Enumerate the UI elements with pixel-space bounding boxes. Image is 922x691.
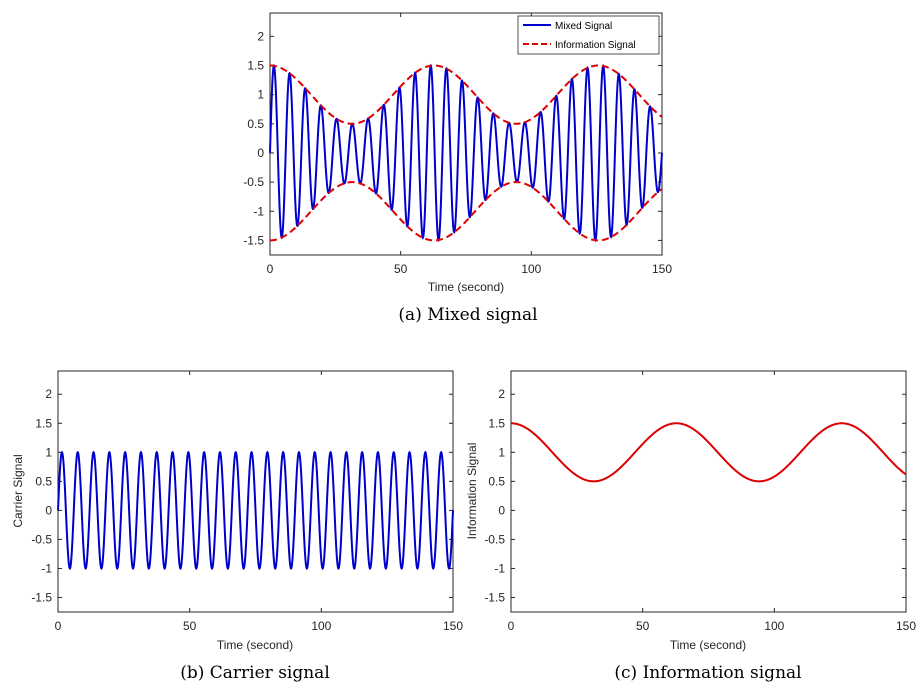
y-tick-label: -1.5 <box>484 590 505 604</box>
y-tick-label: 1.5 <box>247 58 264 72</box>
x-tick-label: 100 <box>764 619 784 633</box>
x-tick-label: 150 <box>652 262 672 276</box>
ticks-b: 0 50 100 150 -1.5 -1 -0.5 0 0.5 1 1.5 2 <box>31 371 463 633</box>
ticks-a: 0 50 100 150 -1.5 -1 -0.5 0 0.5 1 1.5 2 <box>243 13 672 276</box>
ticks-c: 0 50 100 150 -1.5 -1 -0.5 0 0.5 1 1.5 2 <box>484 371 916 633</box>
y-tick-label: 0.5 <box>35 474 52 488</box>
caption-a: (a) Mixed signal <box>398 305 537 325</box>
y-tick-label: -0.5 <box>31 532 52 546</box>
y-tick-label: 2 <box>498 387 505 401</box>
legend: Mixed Signal Information Signal <box>517 15 660 55</box>
y-tick-label: -0.5 <box>243 175 264 189</box>
information-envelope-upper <box>270 64 663 125</box>
plot-area-c <box>510 370 907 613</box>
x-axis-label-c: Time (second) <box>670 638 746 652</box>
y-tick-label: 1 <box>257 88 264 102</box>
y-tick-label: -1 <box>494 561 505 575</box>
panel-mixed-signal: 0 50 100 150 -1.5 -1 -0.5 0 0.5 1 1.5 2 Mixed Signa… <box>243 12 672 325</box>
x-tick-label: 50 <box>394 262 408 276</box>
information-signal-line <box>511 422 907 483</box>
y-tick-label: 1.5 <box>488 416 505 430</box>
y-tick-label: 2 <box>257 29 264 43</box>
information-envelope-lower <box>270 181 663 242</box>
x-tick-label: 100 <box>311 619 331 633</box>
x-tick-label: 0 <box>55 619 62 633</box>
mixed-signal-line <box>269 63 663 243</box>
caption-c: (c) Information signal <box>614 663 801 683</box>
y-tick-label: 0 <box>498 503 505 517</box>
legend-label-information: Information Signal <box>555 40 636 51</box>
y-tick-label: -1 <box>41 561 52 575</box>
y-tick-label: 0 <box>257 146 264 160</box>
x-tick-label: 100 <box>521 262 541 276</box>
y-axis-label-b: Carrier Signal <box>11 454 25 527</box>
y-axis-label-c: Information Signal <box>465 443 479 540</box>
y-tick-label: 1.5 <box>35 416 52 430</box>
x-tick-label: 50 <box>183 619 197 633</box>
y-tick-label: -1 <box>253 204 264 218</box>
y-tick-label: 0.5 <box>488 474 505 488</box>
y-tick-label: 1 <box>498 445 505 459</box>
x-tick-label: 50 <box>636 619 650 633</box>
y-tick-label: 0.5 <box>247 117 264 131</box>
carrier-signal-line <box>57 450 454 571</box>
caption-b: (b) Carrier signal <box>180 663 330 683</box>
y-tick-label: -0.5 <box>484 532 505 546</box>
x-axis-label-a: Time (second) <box>428 280 504 294</box>
x-tick-label: 0 <box>508 619 515 633</box>
y-tick-label: 1 <box>45 445 52 459</box>
panel-information-signal: 0 50 100 150 -1.5 -1 -0.5 0 0.5 1 1.5 2 Information… <box>465 370 916 683</box>
x-tick-label: 150 <box>896 619 916 633</box>
y-tick-label: -1.5 <box>243 233 264 247</box>
x-axis-label-b: Time (second) <box>217 638 293 652</box>
y-tick-label: -1.5 <box>31 590 52 604</box>
legend-box <box>517 15 660 55</box>
x-tick-label: 150 <box>443 619 463 633</box>
panel-carrier-signal: 0 50 100 150 -1.5 -1 -0.5 0 0.5 1 1.5 2 Carrier Sig… <box>11 370 463 683</box>
y-tick-label: 0 <box>45 503 52 517</box>
legend-label-mixed: Mixed Signal <box>555 21 612 32</box>
x-tick-label: 0 <box>267 262 274 276</box>
y-tick-label: 2 <box>45 387 52 401</box>
